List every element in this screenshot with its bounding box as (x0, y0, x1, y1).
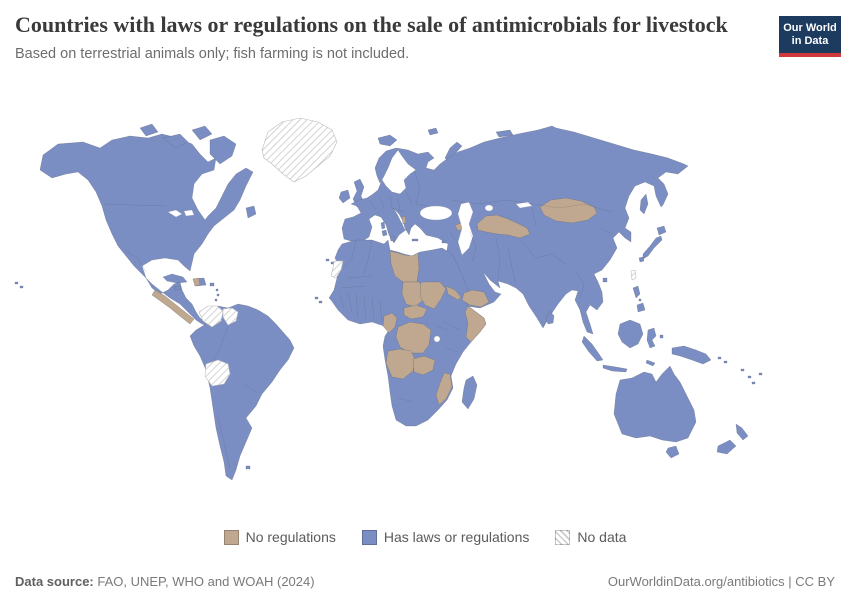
map-country-borders (103, 169, 613, 469)
data-source: Data source: FAO, UNEP, WHO and WOAH (20… (15, 574, 315, 589)
map-country-central-asia-group[interactable] (476, 214, 531, 239)
map-country-bolivia[interactable] (204, 359, 231, 387)
map-region-caribbean[interactable] (162, 273, 220, 302)
chart-subtitle: Based on terrestrial animals only; fish … (15, 46, 410, 62)
legend-swatch (361, 529, 377, 545)
map-great-lakes (167, 209, 195, 218)
map-lake-balkhash (515, 201, 533, 209)
map-black-sea (419, 205, 453, 221)
map-country-zambia[interactable] (412, 355, 436, 376)
map-country-western-sahara[interactable] (330, 260, 344, 279)
owid-logo-line2: in Data (791, 35, 829, 47)
map-region-tasmania[interactable] (665, 445, 680, 459)
map-region-north-america[interactable] (39, 133, 254, 327)
map-area (0, 108, 850, 520)
map-country-mozambique[interactable] (435, 372, 453, 406)
map-country-guyana[interactable] (222, 307, 239, 326)
map-region-new-zealand[interactable] (716, 423, 749, 455)
map-region-australia[interactable] (613, 365, 697, 443)
legend-item-has-laws[interactable]: Has laws or regulations (361, 529, 530, 545)
map-region-mediterranean-islands[interactable] (380, 221, 447, 244)
chart-footer: Data source: FAO, UNEP, WHO and WOAH (20… (15, 574, 835, 589)
map-country-eritrea[interactable] (445, 285, 462, 301)
map-country-mongolia[interactable] (539, 197, 598, 224)
map-region-pacific-islands[interactable] (717, 356, 763, 385)
map-region-new-guinea[interactable] (671, 345, 712, 365)
data-source-label: Data source: (15, 574, 94, 589)
world-map[interactable] (0, 108, 850, 520)
legend-swatch (555, 529, 571, 545)
data-source-text: FAO, UNEP, WHO and WOAH (2024) (93, 574, 315, 589)
attribution-link[interactable]: OurWorldinData.org/antibiotics | CC BY (607, 574, 835, 589)
map-region-south-america[interactable] (189, 303, 295, 481)
map-country-albania[interactable] (401, 215, 407, 225)
map-region-hainan[interactable] (602, 277, 608, 283)
map-country-sudan[interactable] (419, 281, 447, 310)
map-region-sakhalin[interactable] (639, 193, 649, 215)
map-region-philippines[interactable] (632, 285, 646, 313)
map-country-cameroon[interactable] (382, 312, 398, 334)
map-aral-sea (484, 204, 494, 212)
legend-label: Has laws or regulations (383, 529, 530, 545)
map-layer-no-data[interactable] (198, 117, 637, 387)
map-layer-lakes (167, 201, 533, 343)
map-region-sri-lanka[interactable] (545, 310, 555, 325)
map-country-central-america-group[interactable] (151, 289, 195, 325)
map-country-somalia[interactable] (464, 305, 487, 343)
map-country-dr-congo[interactable] (395, 321, 432, 354)
map-layer-has-laws[interactable] (14, 123, 763, 481)
map-country-haiti[interactable] (192, 277, 201, 287)
map-caspian-sea (457, 201, 474, 256)
page-title: Countries with laws or regulations on th… (15, 12, 728, 37)
legend-swatch (223, 529, 239, 545)
map-country-central-african-republic[interactable] (403, 304, 428, 320)
legend-item-no-regulations[interactable]: No regulations (223, 529, 336, 545)
map-country-libya[interactable] (389, 250, 420, 283)
map-country-venezuela[interactable] (198, 305, 224, 328)
map-layer-no-regulations[interactable] (151, 197, 598, 406)
map-country-chad[interactable] (401, 281, 426, 308)
chart-header: Countries with laws or regulations on th… (15, 12, 770, 62)
map-region-madagascar[interactable] (461, 375, 478, 410)
legend-label: No data (577, 529, 627, 545)
map-country-taiwan[interactable] (630, 269, 637, 281)
map-region-iceland[interactable] (377, 134, 398, 147)
legend-item-no-data[interactable]: No data (555, 529, 626, 545)
map-region-indonesia[interactable] (581, 319, 664, 373)
map-legend: No regulations Has laws or regulations N… (0, 529, 850, 545)
map-country-angola[interactable] (385, 348, 416, 380)
map-region-japan[interactable] (638, 225, 667, 263)
owid-logo-line1: Our World (783, 22, 837, 34)
map-region-arctic-islands[interactable] (139, 123, 257, 219)
map-country-yemen[interactable] (461, 289, 490, 308)
map-country-greenland[interactable] (261, 117, 338, 183)
legend-label: No regulations (245, 529, 336, 545)
map-lake-victoria (433, 335, 441, 343)
owid-logo: Our World in Data (779, 16, 841, 57)
